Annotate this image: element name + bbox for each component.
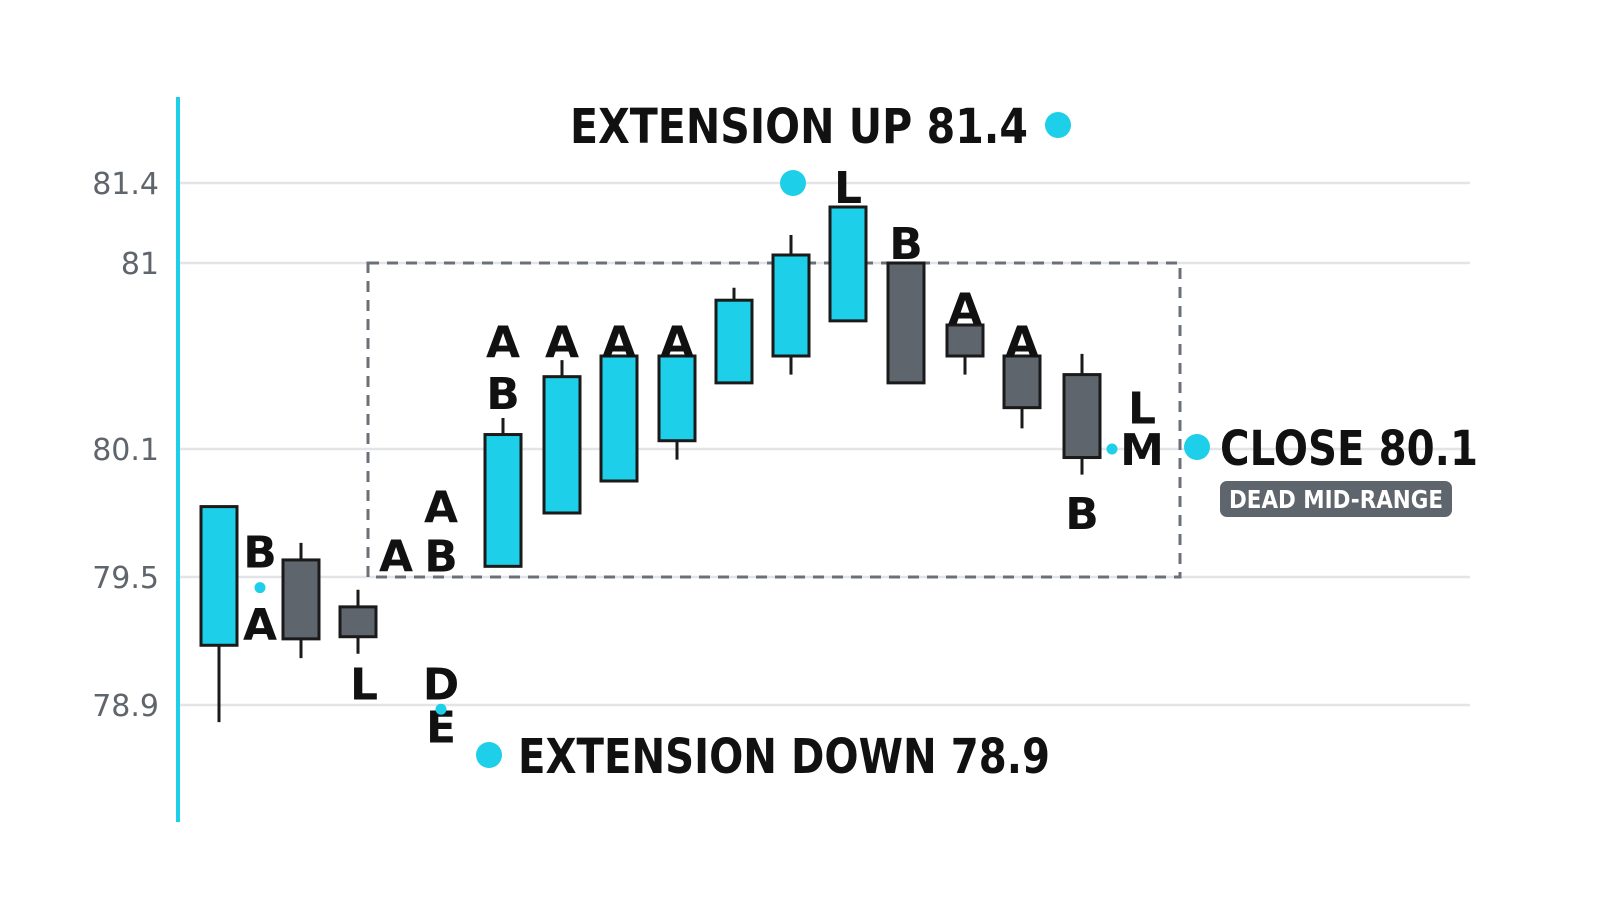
candle-body bbox=[483, 433, 523, 568]
candle-body bbox=[945, 323, 985, 358]
tpo-letter: B bbox=[889, 219, 923, 270]
y-tick-label: 81.4 bbox=[92, 167, 159, 202]
tpo-letter: B bbox=[486, 369, 520, 420]
tpo-letter: A bbox=[1005, 318, 1039, 369]
y-tick-label: 78.9 bbox=[92, 689, 159, 724]
candle-body bbox=[657, 354, 697, 443]
extension-down-annotation: EXTENSION DOWN 78.9 bbox=[476, 729, 1050, 785]
extension-down-label: EXTENSION DOWN 78.9 bbox=[518, 729, 1050, 785]
y-tick-label: 81 bbox=[121, 247, 159, 282]
tpo-dot bbox=[435, 703, 447, 715]
close-dot bbox=[1184, 434, 1210, 460]
dead-mid-range-badge-text: DEAD MID-RANGE bbox=[1229, 485, 1443, 514]
tpo-letter: B bbox=[424, 532, 458, 583]
candle bbox=[657, 354, 697, 460]
candle bbox=[714, 287, 754, 385]
tpo-letter: A bbox=[545, 318, 579, 369]
tpo-letter: A bbox=[486, 318, 520, 369]
candle bbox=[281, 542, 321, 659]
candle-body bbox=[599, 354, 639, 483]
candle bbox=[1062, 353, 1102, 475]
candle bbox=[542, 360, 582, 515]
tpo-dot bbox=[254, 582, 266, 594]
candle-body bbox=[771, 253, 811, 358]
tpo-letter: A bbox=[660, 318, 694, 369]
candle bbox=[483, 418, 523, 568]
candle bbox=[886, 261, 926, 385]
tpo-letter: A bbox=[243, 600, 277, 651]
tpo-letter: L bbox=[834, 163, 862, 214]
tpo-letter: M bbox=[1120, 425, 1164, 476]
candle-body bbox=[1002, 354, 1042, 410]
candle-body bbox=[281, 558, 321, 641]
tpo-letter: A bbox=[948, 284, 982, 335]
extension-up-marker bbox=[780, 170, 806, 196]
candle bbox=[599, 354, 639, 483]
tpo-letter: L bbox=[1128, 384, 1156, 435]
candle-body bbox=[714, 298, 754, 385]
extension-down-dot bbox=[476, 742, 502, 768]
tpo-letter: B bbox=[243, 527, 277, 578]
tpo-letter: L bbox=[350, 660, 378, 711]
candle bbox=[338, 589, 378, 654]
extension-up-annotation: EXTENSION UP 81.4 bbox=[570, 99, 1071, 196]
close-label: CLOSE 80.1 bbox=[1220, 421, 1478, 477]
candle-body bbox=[338, 605, 378, 639]
close-annotation: CLOSE 80.1 DEAD MID-RANGE bbox=[1184, 421, 1478, 517]
tpo-letter: A bbox=[424, 483, 458, 534]
candle bbox=[828, 205, 868, 323]
tpo-letter: D bbox=[423, 660, 460, 711]
candle bbox=[771, 235, 811, 375]
candle-body bbox=[199, 505, 239, 647]
y-tick-labels: 81.4 81 80.1 79.5 78.9 bbox=[92, 167, 159, 724]
candle bbox=[199, 505, 239, 723]
dead-mid-range-badge bbox=[1220, 481, 1452, 517]
tpo-letter: A bbox=[602, 318, 636, 369]
candle bbox=[1002, 354, 1042, 429]
tpo-dot bbox=[1106, 443, 1118, 455]
extension-up-dot bbox=[1045, 112, 1071, 138]
candle-body bbox=[1062, 373, 1102, 460]
extension-up-label: EXTENSION UP 81.4 bbox=[570, 99, 1028, 155]
candle bbox=[945, 323, 985, 375]
tpo-letter: B bbox=[1065, 489, 1099, 540]
tpo-letter: A bbox=[379, 532, 413, 583]
candle-body bbox=[828, 205, 868, 323]
candles bbox=[199, 205, 1102, 723]
candle-body bbox=[542, 375, 582, 515]
candle-body bbox=[886, 261, 926, 385]
y-tick-label: 79.5 bbox=[92, 561, 159, 596]
tpo-dots bbox=[254, 443, 1118, 715]
y-tick-label: 80.1 bbox=[92, 433, 159, 468]
